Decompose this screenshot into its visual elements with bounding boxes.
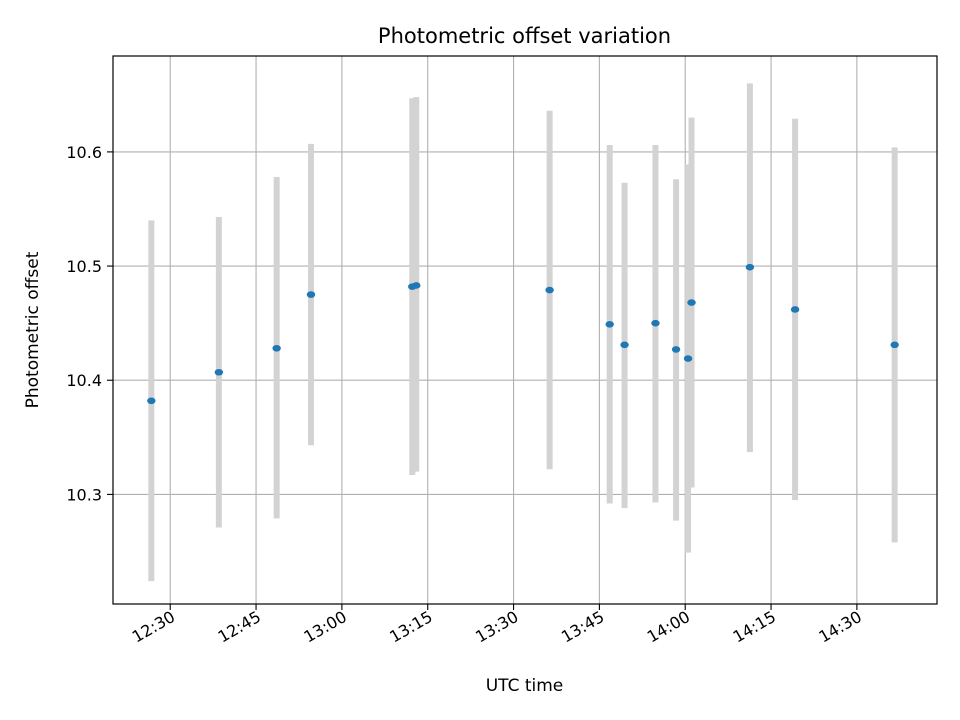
- data-points: [147, 263, 899, 405]
- y-axis-ticks: 10.3 10.4 10.5 10.6: [66, 143, 113, 504]
- y-axis-label: Photometric offset: [23, 251, 43, 408]
- data-point: [306, 291, 316, 298]
- data-point: [671, 346, 681, 353]
- x-axis-label: UTC time: [486, 676, 564, 696]
- grid-lines: [113, 56, 937, 604]
- data-point: [745, 263, 755, 271]
- data-point: [605, 320, 614, 328]
- y-tick-label: 10.3: [66, 485, 102, 504]
- data-point: [272, 344, 281, 352]
- data-point: [790, 306, 800, 313]
- data-point: [620, 341, 629, 349]
- data-point: [147, 397, 156, 405]
- data-point: [687, 299, 696, 306]
- y-tick-label: 10.6: [66, 143, 102, 162]
- data-point: [890, 341, 899, 349]
- data-point: [651, 319, 660, 327]
- data-point: [412, 282, 421, 289]
- y-tick-label: 10.4: [66, 371, 102, 390]
- data-point: [545, 286, 554, 294]
- data-point: [683, 355, 693, 362]
- chart-title: Photometric offset variation: [378, 24, 671, 48]
- plot-frame: [112, 55, 938, 605]
- data-point: [214, 368, 224, 376]
- y-tick-label: 10.5: [66, 257, 102, 276]
